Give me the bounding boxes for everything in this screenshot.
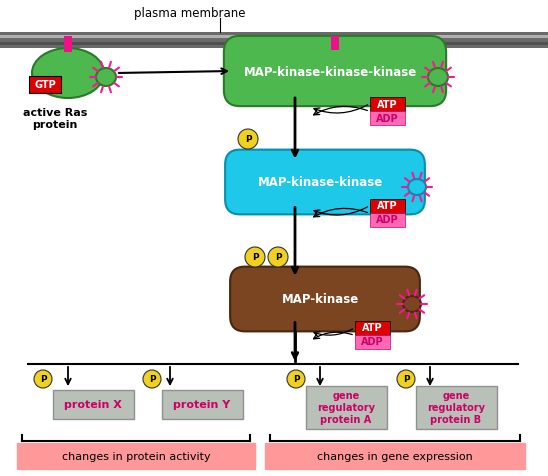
Text: ADP: ADP — [361, 337, 383, 347]
Text: ADP: ADP — [376, 113, 398, 123]
Text: gene
regulatory
protein A: gene regulatory protein A — [317, 391, 375, 424]
Circle shape — [245, 248, 265, 268]
Text: plasma membrane: plasma membrane — [134, 8, 246, 20]
Circle shape — [287, 370, 305, 388]
Text: active Ras
protein: active Ras protein — [23, 108, 87, 130]
Text: MAP-kinase-kinase-kinase: MAP-kinase-kinase-kinase — [243, 65, 416, 79]
FancyBboxPatch shape — [162, 390, 243, 418]
Bar — [0, 36, 548, 39]
Text: protein Y: protein Y — [173, 399, 231, 409]
Text: P: P — [149, 375, 155, 384]
Text: gene
regulatory
protein B: gene regulatory protein B — [427, 391, 485, 424]
Circle shape — [268, 248, 288, 268]
Bar — [331, 37, 339, 51]
FancyBboxPatch shape — [305, 386, 386, 428]
FancyBboxPatch shape — [224, 37, 446, 107]
FancyBboxPatch shape — [230, 267, 420, 332]
Text: P: P — [252, 253, 258, 262]
Text: MAP-kinase-kinase: MAP-kinase-kinase — [258, 176, 383, 189]
Text: ATP: ATP — [376, 99, 397, 109]
FancyBboxPatch shape — [369, 199, 404, 213]
FancyBboxPatch shape — [225, 150, 425, 215]
FancyBboxPatch shape — [53, 390, 134, 418]
FancyBboxPatch shape — [17, 443, 255, 469]
FancyBboxPatch shape — [369, 97, 404, 111]
Text: P: P — [39, 375, 47, 384]
Ellipse shape — [408, 179, 426, 196]
Text: P: P — [293, 375, 299, 384]
Ellipse shape — [32, 49, 104, 99]
Text: GTP: GTP — [34, 80, 56, 90]
FancyBboxPatch shape — [355, 321, 390, 335]
Circle shape — [143, 370, 161, 388]
Text: protein X: protein X — [64, 399, 122, 409]
FancyBboxPatch shape — [369, 111, 404, 125]
Text: changes in gene expression: changes in gene expression — [317, 451, 473, 461]
Text: P: P — [403, 375, 409, 384]
FancyBboxPatch shape — [29, 77, 61, 94]
Bar — [0, 43, 548, 46]
FancyBboxPatch shape — [415, 386, 496, 428]
Text: ADP: ADP — [376, 215, 398, 225]
Circle shape — [397, 370, 415, 388]
Circle shape — [238, 130, 258, 149]
Text: changes in protein activity: changes in protein activity — [62, 451, 210, 461]
Text: P: P — [245, 135, 252, 144]
Bar — [64, 37, 72, 53]
FancyBboxPatch shape — [265, 443, 525, 469]
Bar — [0, 33, 548, 49]
FancyBboxPatch shape — [369, 213, 404, 227]
Text: ATP: ATP — [376, 201, 397, 211]
FancyBboxPatch shape — [355, 335, 390, 349]
Text: P: P — [275, 253, 281, 262]
Ellipse shape — [428, 69, 448, 87]
Ellipse shape — [403, 297, 421, 312]
Circle shape — [34, 370, 52, 388]
Text: MAP-kinase: MAP-kinase — [281, 293, 358, 306]
Ellipse shape — [96, 69, 116, 87]
Text: ATP: ATP — [362, 323, 383, 333]
